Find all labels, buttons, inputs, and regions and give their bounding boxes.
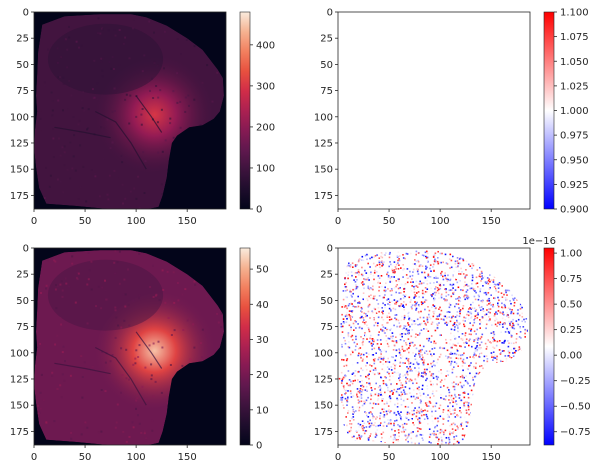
- x-tick-label: 0: [335, 216, 341, 227]
- y-tick-label: 0: [327, 8, 333, 19]
- y-tick-label: 150: [314, 401, 333, 412]
- colorbar-tick-label: 0.925: [560, 180, 589, 191]
- axes-frame: [33, 247, 227, 446]
- x-tick-label: 50: [383, 216, 396, 227]
- y-tick-label: 25: [320, 270, 333, 281]
- y-tick-label: 0: [23, 244, 29, 255]
- x-tick-label: 0: [335, 452, 341, 463]
- y-tick-label: 100: [314, 112, 333, 123]
- y-tick-label: 100: [10, 348, 29, 359]
- y-tick-label: 25: [16, 270, 29, 281]
- y-tick-label: 175: [314, 191, 333, 202]
- x-tick-label: 150: [178, 452, 197, 463]
- axes-frame: [33, 11, 227, 210]
- heatmap-panel-1: 0 50 100 150 0 25 50 75 100 125 150 175 0 100 200 300 40…: [10, 8, 275, 228]
- heatmap-image: [338, 14, 528, 209]
- heatmap-image: [338, 250, 528, 445]
- y-tick-label: 50: [320, 60, 333, 71]
- y-tick-label: 50: [320, 296, 333, 307]
- colorbar-tick-label: 300: [256, 81, 275, 92]
- colorbar-tick-label: 1.000: [560, 106, 589, 117]
- x-tick-label: 50: [79, 216, 92, 227]
- axes-frame: [337, 11, 531, 210]
- y-tick-label: 125: [10, 374, 29, 385]
- colorbar-tick-label: 10: [256, 405, 269, 416]
- x-tick-label: 150: [482, 452, 501, 463]
- colorbar-tick-label: 0: [256, 205, 262, 216]
- colorbar-tick-label: 0.00: [560, 351, 582, 362]
- colorbar-tick-label: 100: [256, 163, 275, 174]
- heatmap-panel-2: 0 50 100 150 0 25 50 75 100 125 150 175 0.900 0.925 0.…: [314, 8, 589, 228]
- colorbar-tick-label: 40: [256, 300, 269, 311]
- colorbar: [543, 11, 555, 210]
- y-tick-label: 150: [10, 165, 29, 176]
- x-tick-label: 100: [431, 452, 450, 463]
- colorbar-tick-label: −0.50: [560, 402, 591, 413]
- y-tick-label: 50: [16, 296, 29, 307]
- y-tick-label: 175: [314, 427, 333, 438]
- axes-frame: [337, 247, 531, 446]
- x-tick-label: 150: [178, 216, 197, 227]
- x-tick-label: 0: [31, 452, 37, 463]
- y-tick-label: 0: [23, 8, 29, 19]
- y-tick-label: 75: [320, 322, 333, 333]
- colorbar-tick-label: 0.950: [560, 155, 589, 166]
- colorbar-tick-label: 0.975: [560, 131, 589, 142]
- x-tick-label: 100: [431, 216, 450, 227]
- y-tick-label: 175: [10, 191, 29, 202]
- colorbar-tick-label: 1.075: [560, 32, 589, 43]
- x-tick-label: 100: [127, 452, 146, 463]
- y-tick-label: 25: [16, 34, 29, 45]
- y-tick-label: 100: [314, 348, 333, 359]
- x-tick-label: 0: [31, 216, 37, 227]
- colorbar-tick-label: 0.50: [560, 300, 582, 311]
- y-tick-label: 75: [320, 86, 333, 97]
- y-tick-label: 125: [10, 138, 29, 149]
- x-tick-label: 100: [127, 216, 146, 227]
- y-tick-label: 50: [16, 60, 29, 71]
- colorbar-tick-label: 20: [256, 370, 269, 381]
- colorbar-tick-label: 1.00: [560, 249, 582, 260]
- y-tick-label: 150: [314, 165, 333, 176]
- colorbar-tick-label: 1.025: [560, 81, 589, 92]
- colorbar-tick-label: −0.75: [560, 427, 591, 438]
- x-tick-label: 50: [383, 452, 396, 463]
- colorbar-tick-label: 50: [256, 265, 269, 276]
- colorbar-tick-label: 0.75: [560, 274, 582, 285]
- colorbar-tick-label: 200: [256, 122, 275, 133]
- y-tick-label: 75: [16, 86, 29, 97]
- heatmap-panel-3: 0 50 100 150 0 25 50 75 100 125 150 175 0 10 20 30 40 50: [10, 244, 269, 464]
- colorbar-tick-label: 400: [256, 40, 275, 51]
- x-tick-label: 150: [482, 216, 501, 227]
- colorbar-tick-label: 1.100: [560, 8, 589, 19]
- colorbar-tick-label: 30: [256, 335, 269, 346]
- heatmap-image: [34, 14, 224, 209]
- y-tick-label: 0: [327, 244, 333, 255]
- y-tick-label: 125: [314, 138, 333, 149]
- colorbar-tick-label: 0.900: [560, 205, 589, 216]
- y-tick-label: 75: [16, 322, 29, 333]
- y-tick-label: 100: [10, 112, 29, 123]
- y-tick-label: 150: [10, 401, 29, 412]
- colorbar-tick-label: 0: [256, 441, 262, 452]
- heatmap-image: [34, 250, 224, 445]
- colorbar: [543, 247, 555, 446]
- colorbar-tick-label: −0.25: [560, 376, 591, 387]
- y-tick-label: 125: [314, 374, 333, 385]
- colorbar-tick-label: 1.050: [560, 57, 589, 68]
- y-tick-label: 175: [10, 427, 29, 438]
- colorbar: [239, 11, 251, 210]
- colorbar-tick-label: 0.25: [560, 325, 582, 336]
- heatmap-panel-4: 0 50 100 150 0 25 50 75 100 125 150 175 −0.75 −0.50 −0…: [314, 236, 591, 463]
- y-tick-label: 25: [320, 34, 333, 45]
- colorbar-offset-text: 1e−16: [522, 236, 556, 247]
- colorbar: [239, 247, 251, 446]
- x-tick-label: 50: [79, 452, 92, 463]
